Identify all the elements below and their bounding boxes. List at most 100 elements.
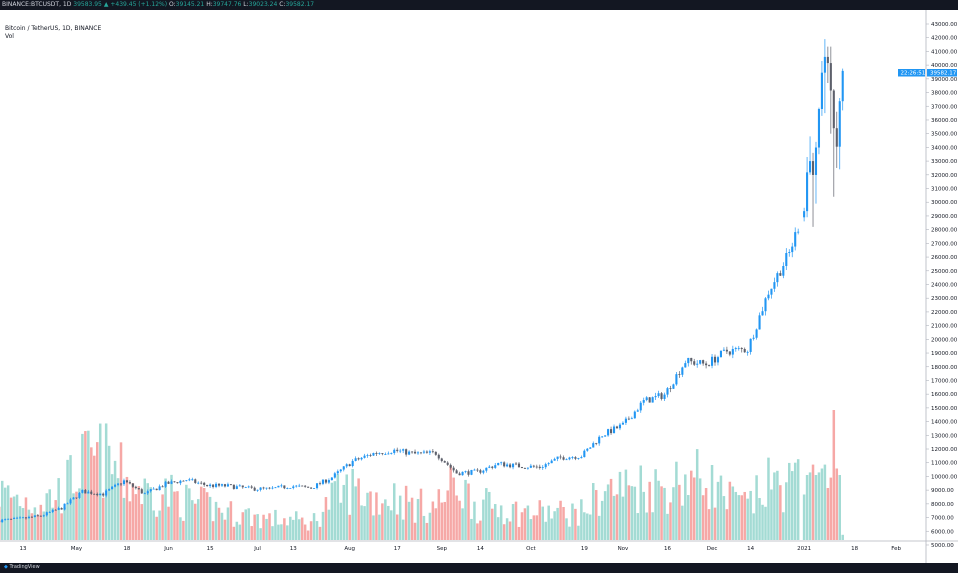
price-tick-label: 24000.00 — [931, 282, 958, 288]
volume-bar — [188, 488, 191, 540]
low-label: L: — [243, 1, 249, 8]
candle-body — [105, 490, 108, 496]
price-tick-label: 5000.00 — [931, 543, 954, 549]
time-tick-label: 2021 — [797, 546, 811, 552]
candle-body — [814, 147, 818, 175]
volume-bar — [758, 498, 761, 540]
candle-body — [571, 457, 574, 458]
volume-bar — [684, 474, 687, 540]
price-chart[interactable]: 43000.00 42000.00 41000.00 40000.00 39000.00… — [0, 10, 958, 563]
chart-pane[interactable]: 43000.00 42000.00 41000.00 40000.00 39000.00… — [0, 10, 958, 563]
price-tick-label: 6000.00 — [931, 529, 954, 535]
candle-body — [610, 429, 613, 434]
candle-body — [96, 493, 99, 496]
volume-bar — [832, 410, 836, 540]
candle-body — [372, 452, 375, 456]
candle-body — [84, 489, 87, 494]
volume-bar — [149, 487, 152, 540]
price-tick-label: 12000.00 — [931, 447, 958, 453]
candle-body — [648, 397, 651, 403]
price-tick-label: 29000.00 — [931, 214, 958, 220]
volume-label[interactable]: Vol — [5, 33, 14, 40]
candle-body — [826, 56, 829, 64]
volume-bar — [372, 515, 375, 540]
volume-bar — [363, 506, 366, 540]
candle-body — [90, 491, 93, 494]
tradingview-logo[interactable]: ◆ TradingView — [4, 564, 40, 570]
volume-bar — [202, 488, 206, 540]
volume-bar — [357, 478, 360, 540]
price-axis[interactable]: 43000.00 42000.00 41000.00 40000.00 39000.00… — [926, 22, 958, 549]
candle-body — [752, 337, 755, 339]
candle-body — [416, 452, 420, 454]
volume-bar — [776, 470, 779, 540]
price-tick-label: 34000.00 — [931, 145, 958, 151]
volume-bar — [179, 517, 182, 540]
volume-bar — [235, 521, 239, 540]
price-tick-label: 36000.00 — [931, 118, 958, 124]
volume-bar — [398, 495, 402, 540]
volume-bar — [728, 481, 732, 540]
candle-body — [428, 451, 431, 453]
series-title[interactable]: Bitcoin / TetherUS, 1D, BINANCE — [5, 25, 102, 32]
time-tick-label: 13 — [20, 546, 27, 552]
volume-bar — [434, 508, 438, 540]
price-tick-label: 21000.00 — [931, 324, 958, 330]
candle-body — [128, 482, 131, 484]
volume-bar — [170, 474, 173, 540]
price-tick-label: 8000.00 — [931, 502, 954, 508]
candle-body — [277, 485, 280, 488]
candle-body — [262, 487, 265, 489]
time-tick-label: Nov — [618, 546, 629, 552]
price-tick-label: 11000.00 — [931, 461, 958, 467]
volume-bar — [173, 491, 176, 540]
volume-bar — [294, 511, 298, 540]
candle-body — [304, 485, 307, 487]
candle-body — [785, 253, 788, 266]
volume-bar — [98, 423, 102, 540]
volume-bar — [333, 481, 337, 540]
volume-bar — [666, 513, 669, 540]
volume-bar — [820, 468, 824, 540]
candle-body — [782, 265, 785, 276]
candle-body — [580, 457, 583, 459]
candle-body — [598, 436, 601, 444]
time-tick-label: 19 — [581, 546, 588, 552]
volume-bar — [802, 494, 806, 540]
volume-bar — [324, 497, 328, 540]
volume-bar — [244, 509, 247, 540]
time-tick-label: 18 — [851, 546, 858, 552]
volume-bar — [618, 471, 622, 540]
candle-body — [458, 473, 461, 476]
candle-body — [488, 466, 491, 468]
volume-bar — [309, 521, 313, 540]
volume-bar — [773, 472, 776, 540]
volume-bar — [779, 485, 782, 540]
candle-body — [21, 517, 25, 519]
volume-bar — [586, 513, 589, 540]
price-tick-label: 13000.00 — [931, 433, 958, 439]
volume-bar — [731, 486, 735, 540]
candle-body — [212, 484, 215, 487]
candle-body — [354, 458, 357, 461]
last-price: 39583.95 — [73, 1, 102, 8]
candle-body — [375, 452, 378, 454]
candle-body — [310, 487, 313, 489]
volume-bar — [752, 513, 755, 540]
price-tick-label: 38000.00 — [931, 91, 958, 97]
candle-body — [592, 443, 595, 448]
time-axis[interactable]: 13 May 18 Jun 15 Jul 13 Aug 17 Sep 14 Oct 19 Nov 16 Dec… — [20, 546, 902, 552]
candle-body — [122, 480, 126, 485]
candle-body — [173, 481, 176, 483]
candle-body — [292, 486, 295, 489]
candle-body — [630, 418, 633, 420]
volume-bar — [532, 515, 536, 540]
candle-body — [645, 397, 648, 401]
volume-bar — [517, 526, 521, 540]
candle-body — [408, 451, 411, 455]
up-arrow-icon: ▲ — [103, 1, 109, 8]
volume-bar — [336, 474, 340, 540]
volume-bar — [125, 476, 129, 540]
symbol-name[interactable]: BINANCE:BTCUSDT, 1D — [2, 1, 72, 8]
high-value: 39747.76 — [212, 1, 242, 8]
